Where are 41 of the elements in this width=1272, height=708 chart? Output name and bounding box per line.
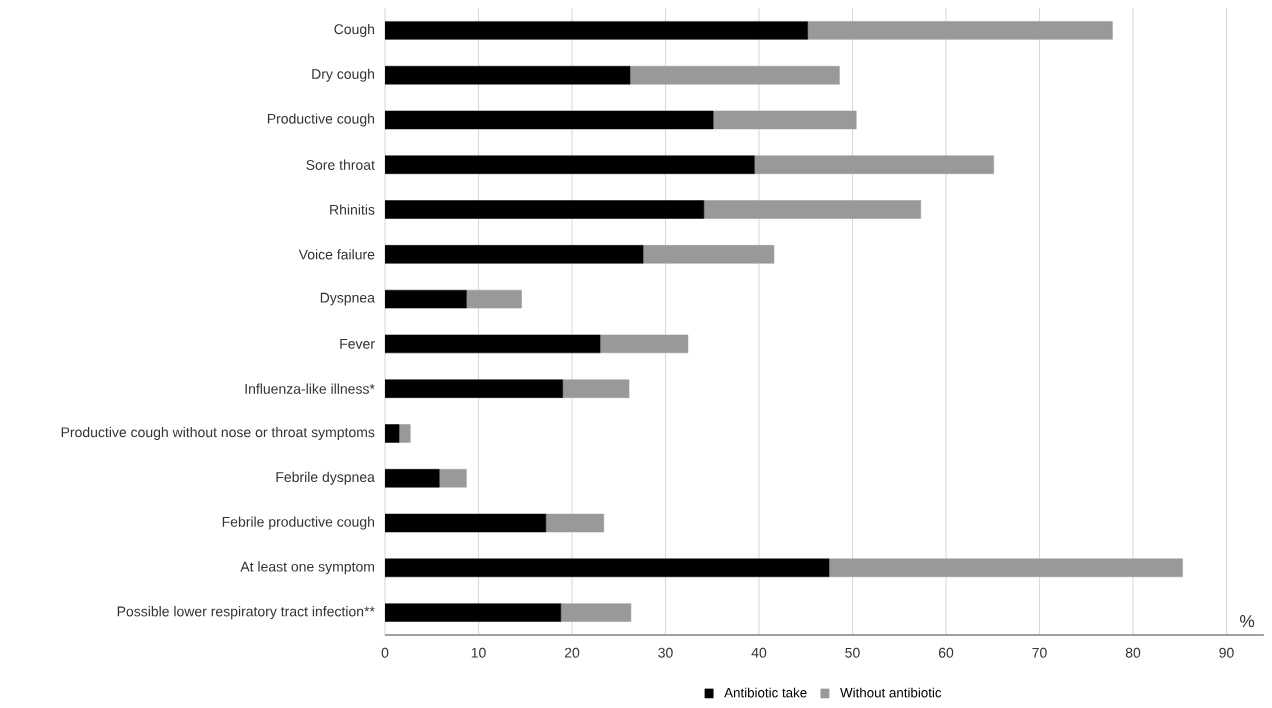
bar <box>807 21 1113 40</box>
y-tick-label: Possible lower respiratory tract infection** <box>117 606 375 620</box>
bar <box>754 155 994 174</box>
legend-label: Antibiotic take <box>724 687 807 698</box>
bar <box>545 513 605 533</box>
bar <box>560 603 632 622</box>
x-tick-label: 40 <box>751 647 767 658</box>
x-tick-label: 90 <box>1219 647 1234 658</box>
bar <box>703 200 922 219</box>
y-tick-label: Influenza-like illness* <box>245 383 375 394</box>
x-tick-label: 0 <box>381 647 389 658</box>
x-tick-label: 60 <box>938 647 954 658</box>
y-tick-label: Rhinitis <box>330 204 375 215</box>
bar <box>438 469 467 488</box>
x-tick-label: 70 <box>1032 647 1047 658</box>
bar <box>642 245 775 264</box>
x-tick-label: 30 <box>658 647 673 658</box>
legend-label: Without antibiotic <box>840 687 942 698</box>
y-tick-label: Dyspnea <box>320 292 375 306</box>
x-tick-label: 80 <box>1125 647 1141 658</box>
y-tick-label: Cough <box>334 23 375 37</box>
bar <box>712 110 857 130</box>
y-tick-label: At least one symptom <box>240 561 374 575</box>
y-tick-label: Productive cough <box>267 113 375 127</box>
bar <box>466 289 522 309</box>
bar <box>599 334 689 354</box>
x-tick-label: 50 <box>845 647 860 658</box>
x-axis-title: % <box>1239 615 1255 628</box>
y-tick-label: Productive cough without nose or throat symptoms <box>61 426 375 440</box>
x-tick-label: 20 <box>564 647 580 658</box>
y-tick-label: Sore throat <box>306 159 375 170</box>
bar <box>398 424 411 443</box>
y-tick-label: Febrile productive cough <box>222 516 375 530</box>
bar <box>562 379 630 398</box>
y-tick-label: Fever <box>340 339 375 349</box>
x-tick-label: 10 <box>471 647 486 658</box>
y-tick-label: Voice failure <box>298 249 375 260</box>
bar <box>828 558 1183 578</box>
bar <box>629 65 840 85</box>
y-tick-label: Febrile dyspnea <box>276 471 375 485</box>
y-tick-label: Dry cough <box>312 68 375 82</box>
